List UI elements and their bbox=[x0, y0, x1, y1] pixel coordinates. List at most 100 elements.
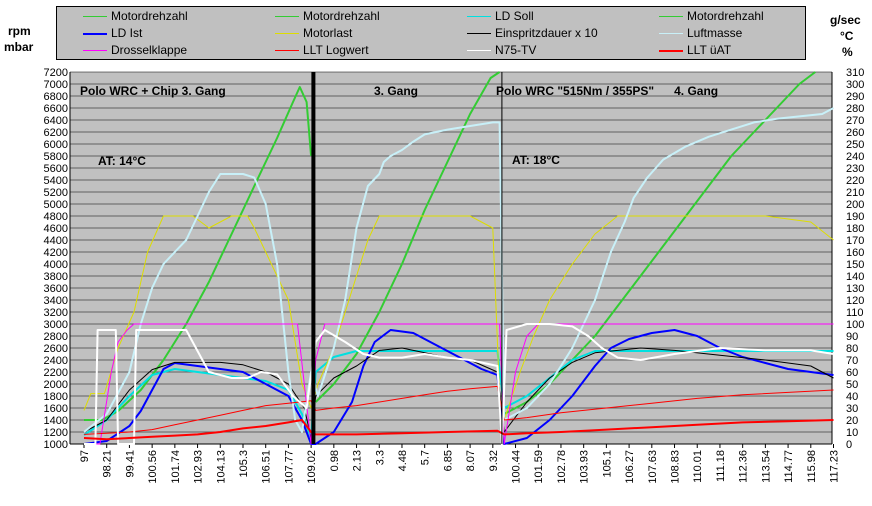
run-separators bbox=[311, 72, 503, 444]
series-line bbox=[314, 71, 501, 403]
legend-label: LD Ist bbox=[111, 26, 143, 40]
series-line bbox=[503, 71, 816, 415]
x-tick-label: 115.98 bbox=[806, 450, 818, 483]
legend-label: LLT üAT bbox=[687, 43, 732, 57]
legend-swatch bbox=[467, 33, 491, 34]
left-tick-label: 5800 bbox=[44, 151, 68, 163]
x-tick-label: 9.32 bbox=[488, 450, 500, 471]
x-tick-label: 104.13 bbox=[215, 450, 227, 484]
legend-swatch bbox=[467, 50, 491, 51]
x-tick-label: 0.98 bbox=[329, 450, 341, 471]
series-lines bbox=[83, 71, 834, 445]
legend-label: Motorlast bbox=[303, 26, 353, 40]
x-tick-label: 6.85 bbox=[442, 450, 454, 471]
right-unit-gsec: g/sec bbox=[830, 13, 861, 27]
x-tick-label: 108.83 bbox=[670, 450, 682, 484]
left-tick-label: 5400 bbox=[44, 175, 68, 187]
x-tick-label: 102.78 bbox=[556, 450, 568, 484]
legend-entry: Motorlast bbox=[275, 26, 353, 40]
right-tick-label: 230 bbox=[846, 163, 864, 175]
series-line bbox=[83, 350, 834, 439]
x-tick-label: 3.3 bbox=[374, 450, 386, 465]
left-tick-label: 4400 bbox=[44, 235, 68, 247]
right-tick-label: 80 bbox=[846, 343, 858, 355]
legend-swatch bbox=[659, 33, 683, 34]
legend-entry: LD Soll bbox=[467, 9, 534, 23]
series-line bbox=[83, 385, 834, 435]
x-tick-label: 5.7 bbox=[420, 450, 432, 465]
legend-swatch bbox=[659, 16, 683, 17]
x-tick-label: 97 bbox=[79, 450, 91, 462]
right-tick-label: 30 bbox=[846, 403, 858, 415]
left-tick-label: 3200 bbox=[44, 307, 68, 319]
x-tick-label: 103.93 bbox=[579, 450, 591, 484]
gridlines bbox=[70, 71, 832, 445]
legend-swatch bbox=[659, 50, 683, 52]
series-line bbox=[84, 86, 313, 421]
x-tick-label: 113.54 bbox=[760, 450, 772, 483]
series-line bbox=[83, 107, 834, 433]
annotations: Polo WRC + Chip 3. Gang 3. Gang Polo WRC… bbox=[80, 84, 718, 168]
legend-swatch bbox=[83, 50, 107, 51]
right-tick-label: 20 bbox=[846, 415, 858, 427]
legend-swatch bbox=[275, 50, 299, 51]
legend-swatch bbox=[467, 16, 491, 17]
legend-entry: Motordrehzahl bbox=[83, 9, 188, 23]
right-tick-label: 300 bbox=[846, 79, 864, 91]
right-tick-label: 90 bbox=[846, 331, 858, 343]
left-tick-label: 3400 bbox=[44, 295, 68, 307]
legend-label: Drosselklappe bbox=[111, 43, 188, 57]
legend-swatch bbox=[275, 16, 299, 17]
right-tick-label: 290 bbox=[846, 91, 864, 103]
x-tick-label: 117.23 bbox=[829, 450, 841, 483]
left-tick-label: 2000 bbox=[44, 379, 68, 391]
x-tick-label: 112.36 bbox=[738, 450, 750, 483]
right-tick-label: 160 bbox=[846, 247, 864, 259]
left-tick-label: 6000 bbox=[44, 139, 68, 151]
plot-background bbox=[70, 72, 832, 444]
left-tick-label: 6800 bbox=[44, 91, 68, 103]
legend-entry: LLT Logwert bbox=[275, 43, 369, 57]
legend-entry: LD Ist bbox=[83, 26, 143, 40]
series-line bbox=[83, 347, 834, 439]
x-tick-label: 107.77 bbox=[283, 450, 295, 484]
plot-area bbox=[70, 72, 832, 444]
right-tick-label: 100 bbox=[846, 319, 864, 331]
x-tick-label: 100.56 bbox=[147, 450, 159, 484]
legend-label: LLT Logwert bbox=[303, 43, 369, 57]
left-tick-label: 1200 bbox=[44, 427, 68, 439]
legend-swatch bbox=[83, 33, 107, 35]
left-tick-label: 4000 bbox=[44, 259, 68, 271]
x-tick-label: 109.02 bbox=[306, 450, 318, 484]
left-tick-label: 3800 bbox=[44, 271, 68, 283]
x-tick-label: 105.1 bbox=[601, 450, 613, 478]
right-tick-label: 150 bbox=[846, 259, 864, 271]
annotation-run2: 3. Gang bbox=[374, 84, 418, 98]
left-tick-label: 2400 bbox=[44, 355, 68, 367]
legend-entry: Motordrehzahl bbox=[659, 9, 764, 23]
left-tick-label: 1000 bbox=[44, 439, 68, 451]
right-tick-label: 250 bbox=[846, 139, 864, 151]
right-tick-label: 270 bbox=[846, 115, 864, 127]
left-tick-label: 5000 bbox=[44, 199, 68, 211]
legend-label: Motordrehzahl bbox=[303, 9, 380, 23]
legend-label: Motordrehzahl bbox=[687, 9, 764, 23]
left-tick-label: 4200 bbox=[44, 247, 68, 259]
x-tick-label: 111.18 bbox=[715, 450, 727, 482]
left-tick-label: 7000 bbox=[44, 79, 68, 91]
legend-entry: Drosselklappe bbox=[83, 43, 188, 57]
legend-label: Einspritzdauer x 10 bbox=[495, 26, 598, 40]
legend-swatch bbox=[275, 33, 299, 34]
annotation-at1: AT: 14°C bbox=[98, 154, 146, 168]
annotation-run3: Polo WRC "515Nm / 355PS" 4. Gang bbox=[496, 84, 718, 98]
right-tick-label: 200 bbox=[846, 199, 864, 211]
legend-entry: LLT üAT bbox=[659, 43, 732, 57]
legend-entry: Luftmasse bbox=[659, 26, 742, 40]
left-tick-label: 5600 bbox=[44, 163, 68, 175]
right-tick-label: 310 bbox=[846, 67, 864, 79]
right-tick-label: 0 bbox=[846, 439, 852, 451]
left-tick-label: 3000 bbox=[44, 319, 68, 331]
right-tick-label: 110 bbox=[846, 307, 864, 319]
legend-label: N75-TV bbox=[495, 43, 537, 57]
